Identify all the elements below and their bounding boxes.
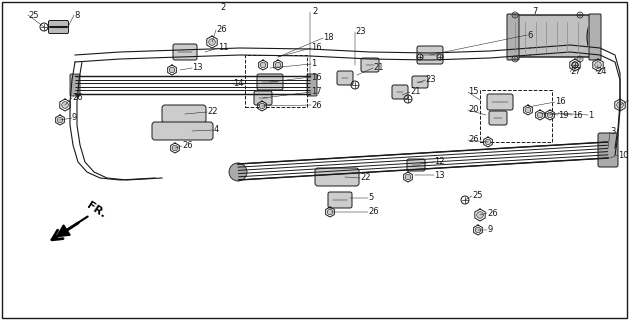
Circle shape bbox=[229, 163, 247, 181]
Text: 26: 26 bbox=[468, 135, 479, 145]
Text: 27: 27 bbox=[570, 68, 581, 76]
Text: 18: 18 bbox=[323, 34, 333, 43]
Text: FR.: FR. bbox=[85, 200, 108, 220]
Bar bbox=[245, 55, 307, 107]
Text: 22: 22 bbox=[360, 173, 370, 182]
FancyBboxPatch shape bbox=[152, 122, 213, 140]
Text: 20: 20 bbox=[468, 106, 479, 115]
Circle shape bbox=[477, 212, 483, 218]
Circle shape bbox=[599, 141, 617, 159]
FancyBboxPatch shape bbox=[589, 14, 601, 60]
FancyBboxPatch shape bbox=[361, 58, 379, 72]
Circle shape bbox=[476, 227, 481, 233]
FancyBboxPatch shape bbox=[173, 44, 197, 60]
Circle shape bbox=[547, 112, 553, 118]
Circle shape bbox=[594, 62, 601, 68]
FancyBboxPatch shape bbox=[407, 159, 425, 171]
Circle shape bbox=[62, 102, 69, 108]
Circle shape bbox=[57, 117, 63, 123]
Circle shape bbox=[572, 62, 578, 68]
Circle shape bbox=[172, 145, 178, 151]
Circle shape bbox=[169, 67, 175, 73]
Circle shape bbox=[260, 62, 265, 68]
FancyBboxPatch shape bbox=[417, 46, 443, 64]
Text: 3: 3 bbox=[610, 127, 615, 137]
FancyBboxPatch shape bbox=[257, 74, 283, 90]
Text: 2: 2 bbox=[220, 4, 225, 12]
Text: 25: 25 bbox=[28, 11, 38, 20]
Text: 11: 11 bbox=[218, 44, 228, 52]
Text: 23: 23 bbox=[425, 76, 436, 84]
Text: 12: 12 bbox=[434, 157, 445, 166]
Text: 26: 26 bbox=[311, 100, 321, 109]
FancyBboxPatch shape bbox=[307, 74, 317, 96]
Text: 6: 6 bbox=[527, 30, 532, 39]
Text: 13: 13 bbox=[192, 63, 203, 73]
Text: 25: 25 bbox=[472, 191, 482, 201]
Text: 16: 16 bbox=[311, 73, 321, 82]
Text: 1: 1 bbox=[311, 60, 316, 68]
Text: 16: 16 bbox=[572, 110, 582, 119]
FancyBboxPatch shape bbox=[337, 71, 353, 85]
Text: 16: 16 bbox=[555, 98, 565, 107]
Bar bbox=[480, 90, 552, 142]
Text: 8: 8 bbox=[74, 11, 79, 20]
Text: 16: 16 bbox=[311, 44, 321, 52]
Ellipse shape bbox=[587, 22, 599, 52]
Text: 17: 17 bbox=[311, 87, 321, 97]
Text: 1: 1 bbox=[588, 110, 593, 119]
Text: 9: 9 bbox=[487, 226, 493, 235]
Text: 21: 21 bbox=[410, 87, 421, 97]
FancyBboxPatch shape bbox=[507, 14, 519, 60]
Text: 19: 19 bbox=[558, 110, 569, 119]
Text: 10: 10 bbox=[618, 150, 628, 159]
FancyBboxPatch shape bbox=[70, 74, 80, 96]
Text: 5: 5 bbox=[368, 194, 373, 203]
Circle shape bbox=[327, 209, 333, 215]
Text: 2: 2 bbox=[312, 7, 317, 17]
Text: 7: 7 bbox=[532, 7, 537, 17]
Text: 14: 14 bbox=[233, 79, 243, 89]
FancyBboxPatch shape bbox=[487, 94, 513, 110]
FancyBboxPatch shape bbox=[412, 76, 428, 88]
Circle shape bbox=[485, 139, 491, 145]
FancyBboxPatch shape bbox=[508, 15, 597, 57]
Circle shape bbox=[209, 39, 215, 45]
Text: 22: 22 bbox=[207, 108, 218, 116]
Text: 26: 26 bbox=[216, 26, 226, 35]
Text: 15: 15 bbox=[468, 87, 479, 97]
FancyBboxPatch shape bbox=[392, 85, 408, 99]
FancyBboxPatch shape bbox=[598, 133, 618, 167]
Text: 21: 21 bbox=[373, 63, 384, 73]
Text: 13: 13 bbox=[434, 171, 445, 180]
Text: 9: 9 bbox=[72, 114, 77, 123]
Text: 4: 4 bbox=[214, 125, 220, 134]
Circle shape bbox=[276, 62, 281, 68]
Circle shape bbox=[616, 102, 623, 108]
Circle shape bbox=[405, 174, 411, 180]
Circle shape bbox=[259, 103, 265, 109]
FancyBboxPatch shape bbox=[328, 192, 352, 208]
Circle shape bbox=[525, 107, 531, 113]
FancyBboxPatch shape bbox=[48, 20, 69, 34]
FancyBboxPatch shape bbox=[254, 91, 272, 105]
FancyBboxPatch shape bbox=[315, 168, 359, 186]
Circle shape bbox=[537, 112, 543, 118]
FancyBboxPatch shape bbox=[489, 111, 507, 125]
Text: 23: 23 bbox=[355, 28, 365, 36]
Text: 24: 24 bbox=[596, 68, 606, 76]
Text: 26: 26 bbox=[182, 141, 192, 150]
Text: 26: 26 bbox=[368, 207, 379, 217]
Text: 26: 26 bbox=[72, 93, 82, 102]
FancyBboxPatch shape bbox=[162, 105, 206, 123]
Text: 26: 26 bbox=[487, 209, 498, 218]
